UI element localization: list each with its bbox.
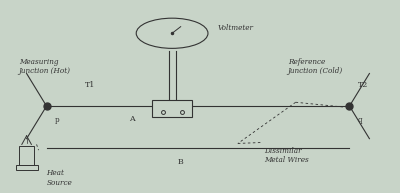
Text: Dissimilar
Metal Wires: Dissimilar Metal Wires [264,147,308,164]
Ellipse shape [136,18,208,48]
Text: T1: T1 [85,81,96,89]
Bar [16,165,38,170]
Text: A: A [129,115,135,124]
Text: Reference
Junction (Cold): Reference Junction (Cold) [288,58,343,75]
Text: T2: T2 [358,81,368,89]
Text: q: q [358,116,362,124]
Text: Voltmeter: Voltmeter [218,24,254,31]
Text: B: B [177,158,183,166]
Text: Measuring
Junction (Hot): Measuring Junction (Hot) [19,58,71,75]
Text: p: p [54,116,59,124]
Bar [19,146,34,165]
Text: Heat
Source: Heat Source [46,169,72,186]
Bar [152,100,192,117]
